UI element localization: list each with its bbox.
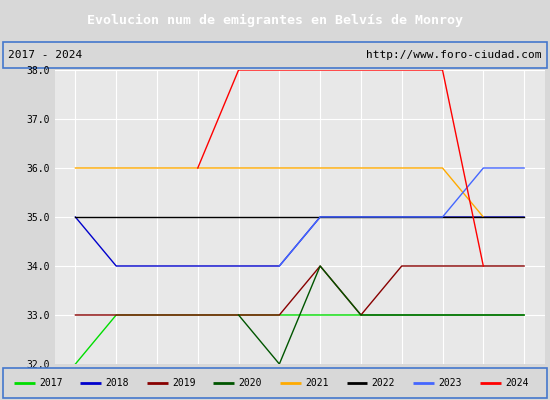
Text: 2021: 2021 (305, 378, 329, 388)
Text: 2017: 2017 (39, 378, 63, 388)
Text: 2023: 2023 (438, 378, 462, 388)
Bar (3, 42, 547, 68)
Text: 2018: 2018 (106, 378, 129, 388)
Text: Evolucion num de emigrantes en Belvís de Monroy: Evolucion num de emigrantes en Belvís de… (87, 14, 463, 26)
Text: 2020: 2020 (239, 378, 262, 388)
Text: http://www.foro-ciudad.com: http://www.foro-ciudad.com (366, 50, 542, 60)
Text: 2024: 2024 (505, 378, 529, 388)
Bar (3, 368, 547, 398)
Text: 2019: 2019 (172, 378, 196, 388)
Text: 2022: 2022 (372, 378, 395, 388)
Text: 2017 - 2024: 2017 - 2024 (8, 50, 82, 60)
